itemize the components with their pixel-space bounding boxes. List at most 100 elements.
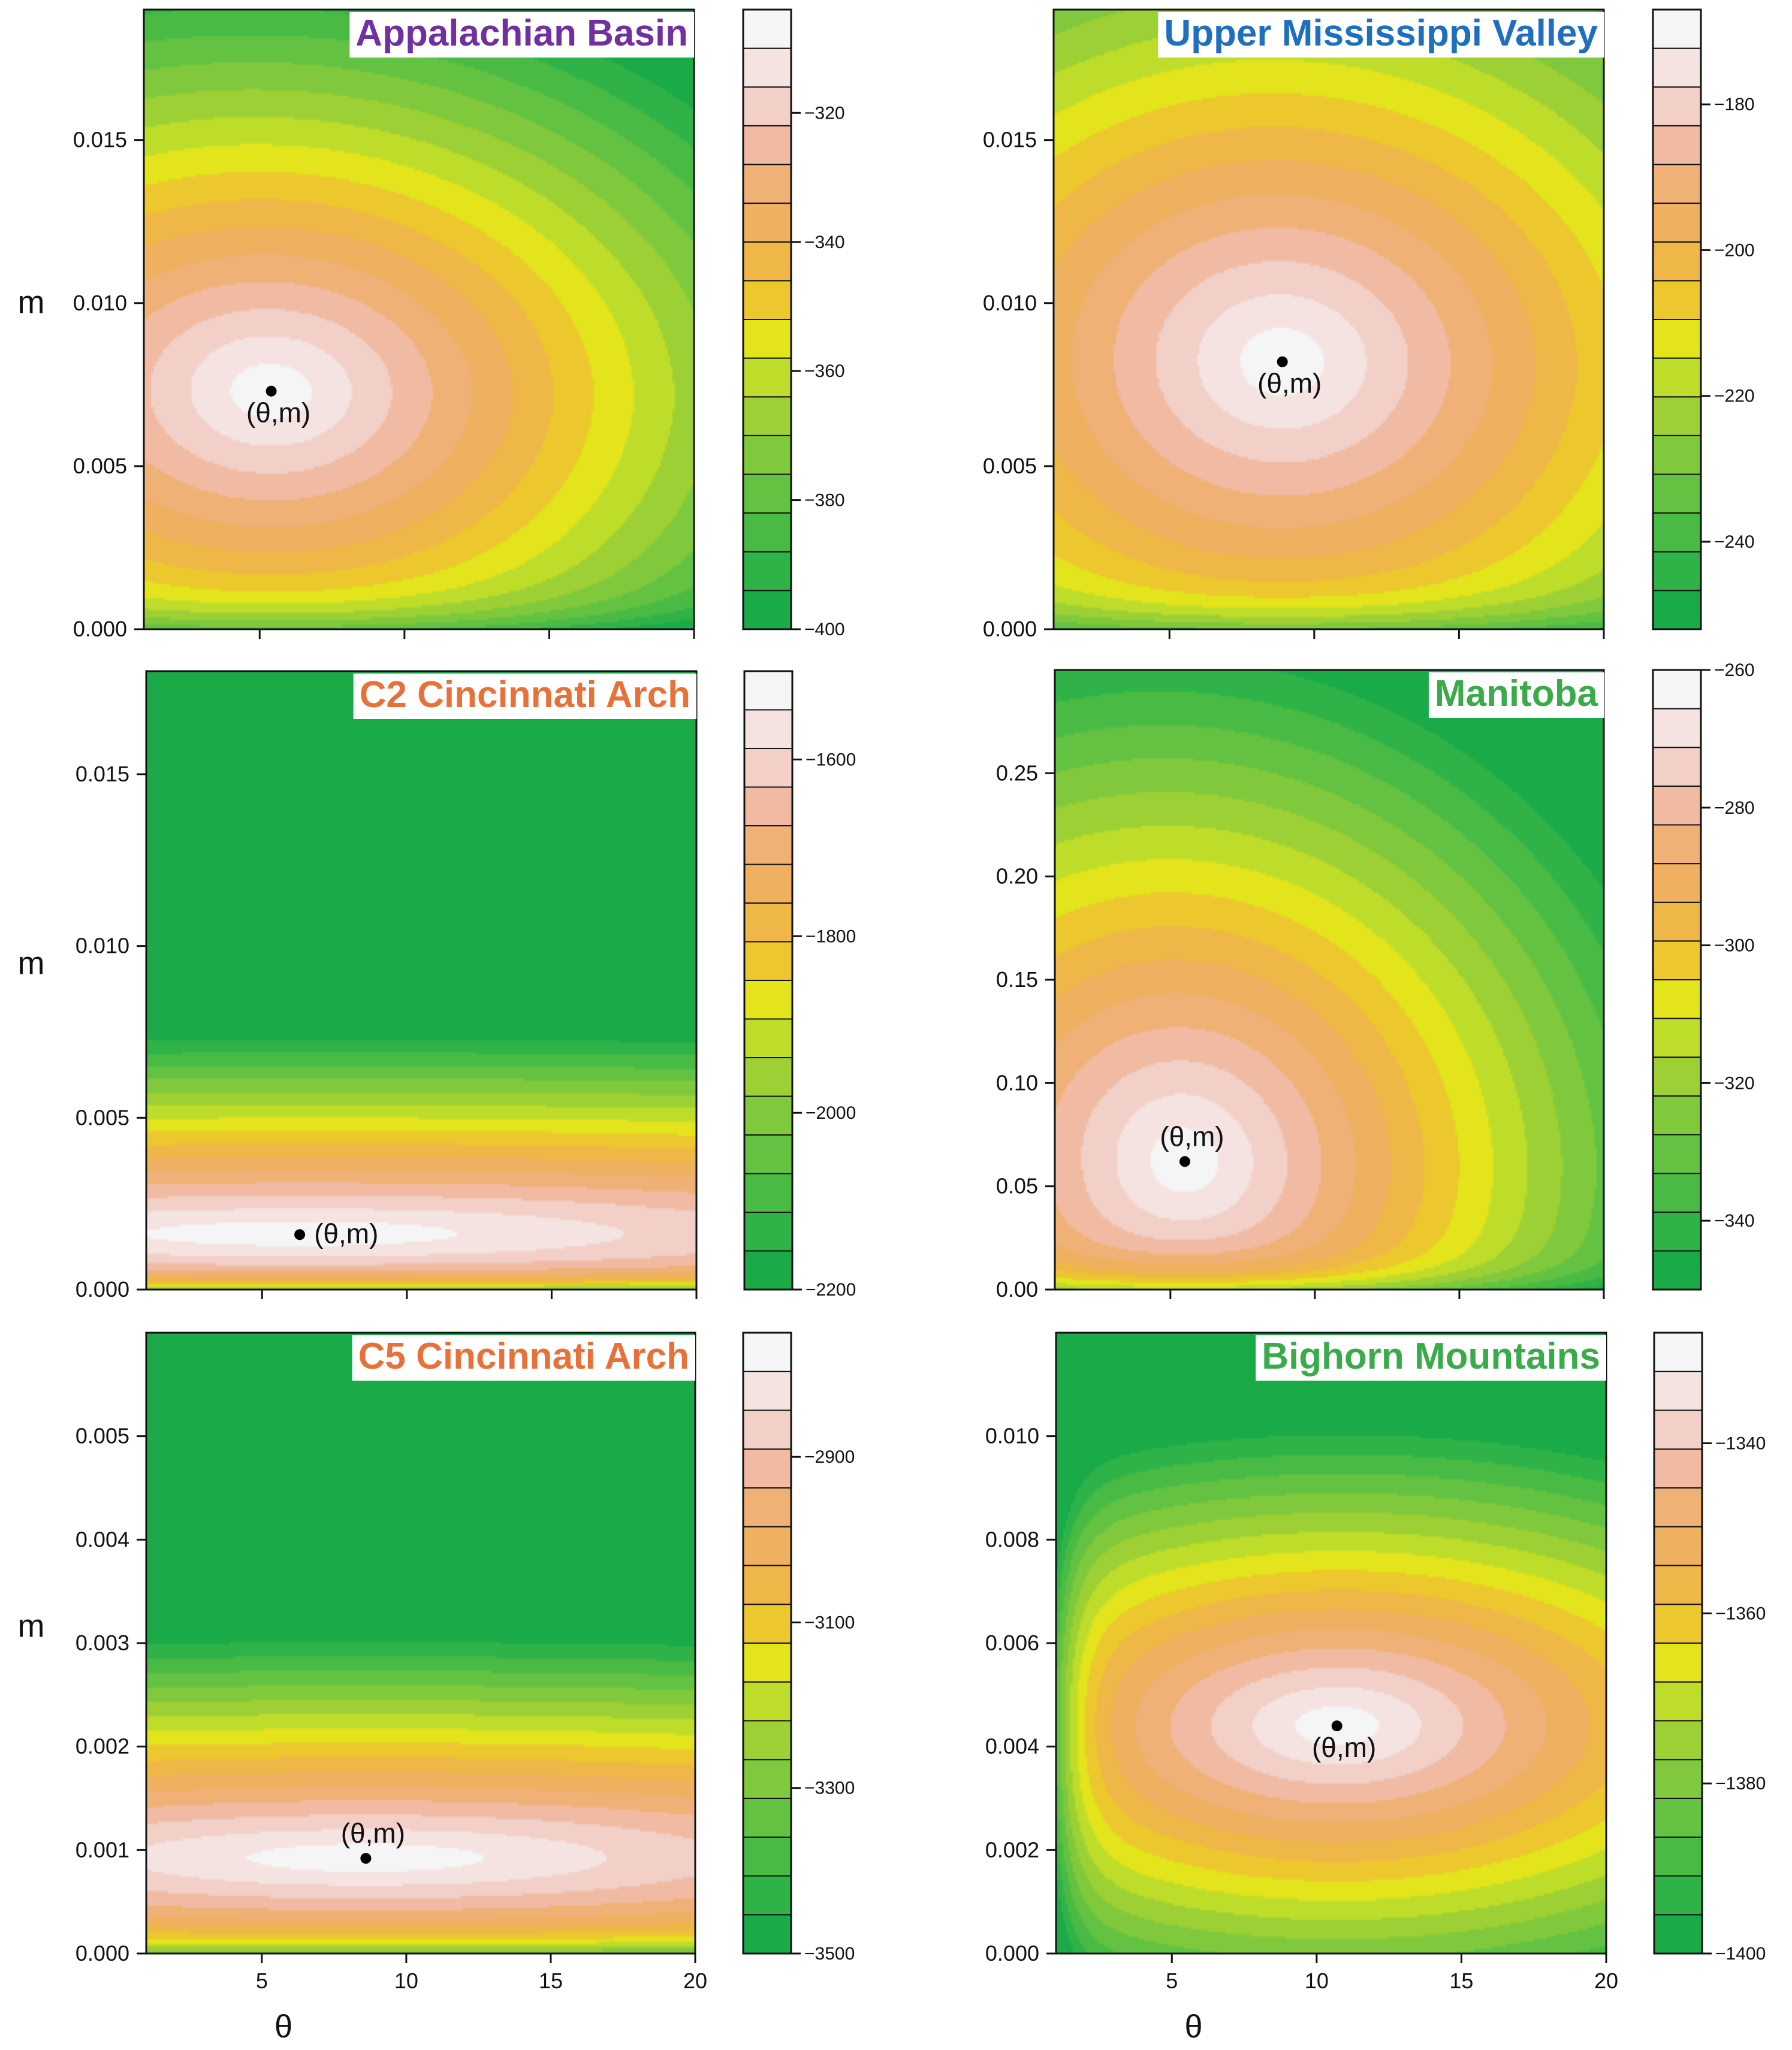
colorbar-segment (1654, 1487, 1703, 1527)
y-tick-label: 0.010 (983, 291, 1037, 315)
colorbar-segment (1654, 1836, 1703, 1877)
y-tick-label: 0.008 (985, 1527, 1039, 1551)
colorbar-segment (743, 241, 792, 282)
x-axis-title: θ (274, 2009, 292, 2045)
colorbar-frame (1652, 8, 1702, 630)
colorbar-tick-label: −3100 (804, 1613, 855, 1632)
colorbar-segment (1652, 473, 1702, 514)
plot-frame (145, 670, 698, 1291)
plot-frame (143, 8, 695, 630)
y-tick-label: 0.002 (76, 1734, 129, 1759)
colorbar-segment (1652, 280, 1702, 320)
contour-field (1055, 670, 1604, 1290)
colorbar-tick-label: −360 (804, 361, 845, 381)
panel-title-text: Manitoba (1435, 673, 1598, 714)
y-tick-label: 0.25 (996, 760, 1038, 785)
panel-title: C5 Cincinnati Arch (352, 1335, 695, 1381)
y-axis-title: m (18, 946, 45, 982)
colorbar-tick-label: −3300 (804, 1779, 855, 1798)
colorbar-segment (744, 1212, 793, 1252)
y-tick-label: 0.000 (76, 1277, 129, 1302)
colorbar-segment (743, 125, 792, 165)
y-tick-label: 0.010 (76, 934, 129, 958)
colorbar-frame (1653, 1332, 1703, 1955)
colorbar-segment (1652, 669, 1702, 710)
panel-title-box (353, 674, 696, 719)
plot-frame (1052, 8, 1605, 630)
panel-1: 0.000 0.005 0.010 0.015 Upper Mississippi Va… (983, 8, 1755, 641)
y-tick-label: 0.005 (73, 454, 127, 478)
colorbar-segment (1654, 1370, 1703, 1411)
optimum-label: (θ,m) (1312, 1732, 1376, 1763)
colorbar-segment (743, 1526, 792, 1566)
colorbar-tick-label: −260 (1714, 660, 1755, 680)
colorbar-segment (744, 864, 793, 904)
panel-title: Manitoba (1428, 672, 1604, 718)
colorbar-segment (744, 786, 793, 826)
colorbar-segment (1654, 1720, 1703, 1761)
colorbar-segment (744, 941, 793, 981)
colorbar-frame (743, 670, 794, 1291)
contour-field (146, 1333, 695, 1954)
colorbar-tick-label: −2900 (804, 1447, 855, 1467)
colorbar-segment (1654, 1681, 1703, 1722)
colorbar-segment (1654, 1332, 1703, 1372)
panel-4: 5 10 15 20 0.000 0.001 0.002 0.003 0.004 0.005 m θ C… (18, 1332, 855, 2045)
y-tick-label: 0.004 (76, 1527, 129, 1551)
y-tick-label: 0.010 (985, 1424, 1039, 1448)
panel-title-text: Upper Mississippi Valley (1164, 13, 1598, 54)
y-tick-label: 0.010 (73, 291, 127, 315)
y-tick-label: 0.003 (76, 1631, 129, 1655)
colorbar-segment (1652, 1056, 1702, 1097)
colorbar-tick-label: −1600 (806, 750, 856, 769)
y-tick-label: 0.006 (985, 1631, 1039, 1655)
colorbar-segment (744, 1173, 793, 1213)
colorbar-tick-label: −200 (1714, 240, 1755, 260)
colorbar-segment (744, 1057, 793, 1097)
panel-title-box (1158, 12, 1604, 58)
y-tick-label: 0.015 (73, 128, 127, 152)
colorbar-segment (1652, 203, 1702, 243)
y-axis-title: m (18, 1608, 45, 1644)
colorbar-segment (1652, 785, 1702, 826)
y-tick-label: 0.000 (983, 617, 1037, 641)
colorbar-tick-label: −1340 (1715, 1433, 1766, 1453)
colorbar-segment (743, 1798, 792, 1838)
optimum-point (1179, 1156, 1190, 1167)
x-tick-label: 15 (1449, 1969, 1473, 1993)
colorbar-segment (1652, 863, 1702, 903)
colorbar-segment (744, 748, 793, 788)
colorbar-tick-label: −340 (804, 233, 845, 252)
panel-0: 0.000 0.005 0.010 0.015 m Appalachian Basin (θ… (18, 8, 845, 641)
x-tick-label: 10 (394, 1969, 418, 1993)
y-tick-label: 0.005 (983, 454, 1037, 478)
panel-title-text: C2 Cincinnati Arch (360, 674, 690, 715)
colorbar-segment (1652, 590, 1702, 630)
colorbar-segment (743, 86, 792, 126)
colorbar-tick-label: −380 (804, 491, 845, 511)
x-tick-label: 20 (683, 1969, 707, 1993)
colorbar-segment (743, 280, 792, 320)
contour-field (1054, 10, 1604, 629)
colorbar-segment (1652, 979, 1702, 1019)
panel-title: Appalachian Basin (349, 12, 694, 58)
colorbar-segment (743, 1759, 792, 1799)
colorbar-segment (744, 1095, 793, 1136)
colorbar-segment (1652, 396, 1702, 436)
colorbar-segment (1652, 1211, 1702, 1252)
colorbar-segment (743, 1604, 792, 1644)
panel-title-box (1428, 672, 1604, 718)
colorbar-tick-label: −320 (804, 103, 845, 123)
colorbar-segment (744, 980, 793, 1020)
x-tick-label: 15 (539, 1969, 563, 1993)
panel-title-box (349, 12, 694, 58)
colorbar-segment (1652, 940, 1702, 980)
colorbar-segment (1652, 319, 1702, 359)
colorbar-segment (1654, 1914, 1703, 1954)
colorbar-segment (1654, 1798, 1703, 1838)
colorbar-segment (743, 1681, 792, 1722)
y-tick-label: 0.015 (983, 128, 1037, 152)
colorbar-segment (743, 1565, 792, 1605)
colorbar-tick-label: −240 (1714, 532, 1755, 552)
